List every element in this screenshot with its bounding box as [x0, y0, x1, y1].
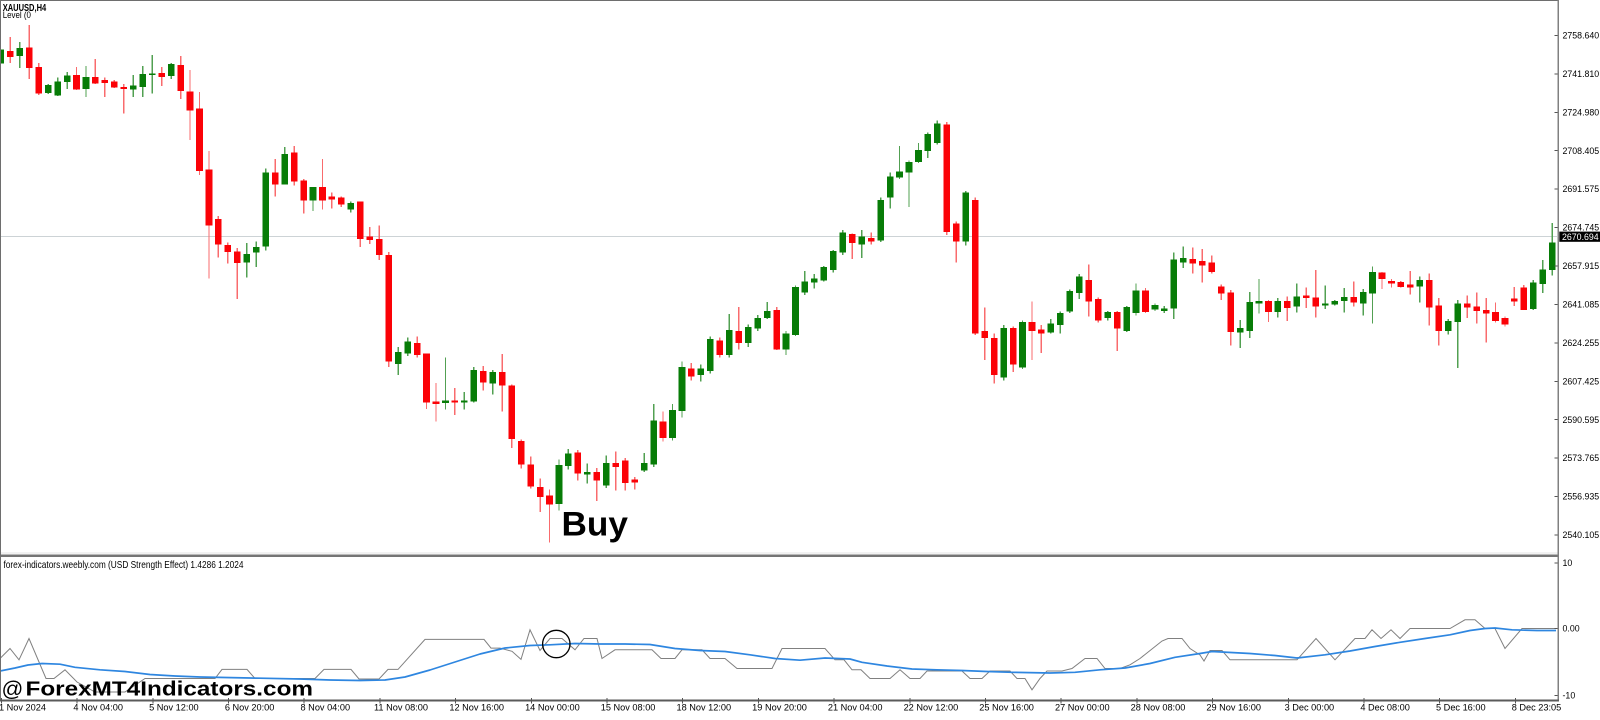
- svg-text:Level (0: Level (0: [3, 10, 31, 21]
- svg-text:8 Dec 23:05: 8 Dec 23:05: [1512, 703, 1562, 713]
- svg-text:6 Nov 20:00: 6 Nov 20:00: [225, 703, 275, 713]
- svg-text:2741.810: 2741.810: [1563, 69, 1600, 79]
- svg-text:19 Nov 20:00: 19 Nov 20:00: [752, 703, 807, 713]
- svg-text:2590.595: 2590.595: [1563, 415, 1600, 425]
- svg-text:15 Nov 08:00: 15 Nov 08:00: [601, 703, 656, 713]
- svg-text:3 Dec 00:00: 3 Dec 00:00: [1285, 703, 1335, 713]
- svg-text:2573.765: 2573.765: [1563, 453, 1600, 463]
- svg-text:2708.405: 2708.405: [1563, 146, 1600, 156]
- svg-text:27 Nov 00:00: 27 Nov 00:00: [1055, 703, 1110, 713]
- svg-text:29 Nov 16:00: 29 Nov 16:00: [1206, 703, 1261, 713]
- svg-text:0.00: 0.00: [1563, 624, 1580, 634]
- svg-text:forex-indicators.weebly.com (U: forex-indicators.weebly.com (USD Strengt…: [4, 559, 244, 571]
- svg-text:@: @: [2, 677, 24, 701]
- svg-text:2641.085: 2641.085: [1563, 300, 1600, 310]
- svg-text:2674.745: 2674.745: [1563, 223, 1600, 233]
- svg-text:1 Nov 2024: 1 Nov 2024: [0, 703, 46, 713]
- svg-text:-10: -10: [1563, 690, 1576, 700]
- svg-text:2540.105: 2540.105: [1563, 530, 1600, 540]
- svg-text:22 Nov 12:00: 22 Nov 12:00: [904, 703, 959, 713]
- svg-text:2657.915: 2657.915: [1563, 261, 1600, 271]
- svg-text:14 Nov 00:00: 14 Nov 00:00: [525, 703, 580, 713]
- svg-text:21 Nov 04:00: 21 Nov 04:00: [828, 703, 883, 713]
- svg-text:2724.980: 2724.980: [1563, 107, 1600, 117]
- svg-text:28 Nov 08:00: 28 Nov 08:00: [1131, 703, 1186, 713]
- svg-text:2556.935: 2556.935: [1563, 492, 1600, 502]
- svg-text:2607.425: 2607.425: [1563, 376, 1600, 386]
- svg-text:18 Nov 12:00: 18 Nov 12:00: [676, 703, 731, 713]
- svg-text:25 Nov 16:00: 25 Nov 16:00: [979, 703, 1034, 713]
- svg-text:5 Nov 12:00: 5 Nov 12:00: [149, 703, 199, 713]
- svg-text:XAUUSD,H4: XAUUSD,H4: [3, 3, 47, 14]
- svg-text:2691.575: 2691.575: [1563, 184, 1600, 194]
- svg-text:12 Nov 16:00: 12 Nov 16:00: [449, 703, 504, 713]
- svg-text:ForexMT4Indicators.com: ForexMT4Indicators.com: [26, 679, 314, 701]
- svg-text:5 Dec 16:00: 5 Dec 16:00: [1436, 703, 1486, 713]
- svg-text:8 Nov 04:00: 8 Nov 04:00: [301, 703, 351, 713]
- svg-text:10: 10: [1563, 558, 1573, 568]
- svg-text:11 Nov 08:00: 11 Nov 08:00: [374, 703, 428, 713]
- svg-text:2670.694: 2670.694: [1562, 232, 1599, 242]
- svg-text:2624.255: 2624.255: [1563, 338, 1600, 348]
- svg-text:4 Nov 04:00: 4 Nov 04:00: [73, 703, 123, 713]
- svg-text:2758.640: 2758.640: [1563, 31, 1600, 41]
- svg-text:Buy: Buy: [562, 506, 629, 544]
- svg-text:4 Dec 08:00: 4 Dec 08:00: [1360, 703, 1410, 713]
